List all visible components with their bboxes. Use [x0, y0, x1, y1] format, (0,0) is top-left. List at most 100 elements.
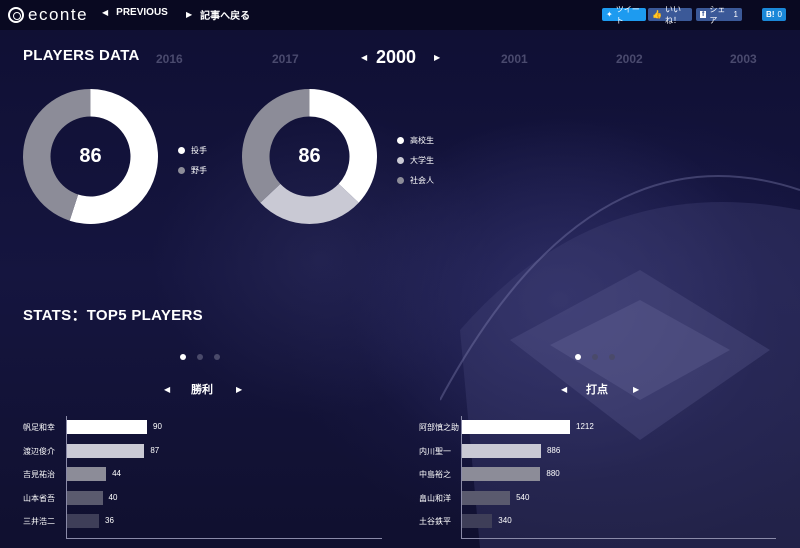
- bar-category-label: 土谷鉄平: [419, 517, 451, 526]
- carousel-dot[interactable]: [180, 354, 186, 360]
- tweet-label: ツイート: [615, 4, 640, 25]
- year-option[interactable]: 2002: [616, 52, 643, 66]
- bar: [462, 490, 511, 505]
- legend-dot: [397, 156, 404, 164]
- bar-value-label: 540: [516, 492, 530, 502]
- bar-value-label: 40: [108, 492, 118, 502]
- chevron-left-icon: ◀: [102, 8, 109, 17]
- bar-chart-y-axis: [66, 416, 67, 538]
- bar-category-label: 内川聖一: [419, 446, 451, 456]
- bar-chart-x-axis: [66, 537, 382, 539]
- next-stat-arrow-icon[interactable]: ▶: [236, 385, 243, 394]
- share-button[interactable]: f シェア 1: [696, 5, 742, 25]
- chevron-right-icon: ▶: [186, 10, 193, 19]
- previous-label: PREVIOUS: [116, 7, 168, 18]
- next-year-arrow-icon[interactable]: ▶: [434, 53, 441, 62]
- legend-label: 野手: [191, 165, 207, 175]
- share-count: 1: [733, 10, 738, 19]
- bar-value-label: 90: [153, 422, 162, 431]
- donut-slice: [23, 89, 91, 221]
- carousel-dot[interactable]: [575, 354, 581, 360]
- bar-value-label: 36: [105, 516, 114, 525]
- back-to-article-label: 記事へ戻る: [200, 11, 251, 22]
- back-to-article-link[interactable]: ▶ 記事へ戻る: [186, 7, 250, 22]
- hatena-bookmark-button[interactable]: B! 0: [762, 8, 786, 21]
- carousel-dots-right: [575, 354, 615, 360]
- bar: [462, 443, 541, 458]
- bar-category-label: 吉見祐治: [23, 470, 55, 479]
- legend-label: 高校生: [410, 135, 434, 145]
- legend-label: 社会人: [410, 175, 434, 185]
- donut-slice: [260, 183, 359, 224]
- bar: [462, 467, 541, 481]
- legend-item: 社会人: [397, 170, 434, 190]
- carousel-dot[interactable]: [214, 354, 220, 360]
- bar-value-label: 1212: [576, 422, 594, 431]
- logo-text: econte: [28, 5, 89, 24]
- donut-total-label: 86: [298, 145, 321, 167]
- bar: [67, 420, 147, 434]
- legend-dot: [178, 146, 185, 154]
- bar: [462, 514, 493, 528]
- year-option[interactable]: 2001: [501, 52, 528, 66]
- like-label: いいね！: [664, 4, 681, 25]
- bar: [67, 467, 107, 481]
- donut-legend: 投手野手: [178, 140, 207, 180]
- carousel-dot[interactable]: [592, 354, 598, 360]
- prev-stat-arrow-icon[interactable]: ◀: [561, 385, 568, 394]
- bar-value-label: 340: [498, 516, 512, 525]
- donut-slice: [242, 89, 310, 203]
- legend-label: 大学生: [410, 155, 434, 165]
- thumbs-up-icon: 👍: [652, 10, 662, 19]
- year-selector: 2016 2017 2001 2002 2003: [0, 52, 800, 66]
- top-bar: econte ◀ PREVIOUS ▶ 記事へ戻る ✦ ツイート 👍 いいね！ …: [0, 0, 800, 30]
- like-button[interactable]: 👍 いいね！: [648, 5, 692, 25]
- share-label: シェア: [709, 4, 726, 25]
- year-option[interactable]: 2017: [272, 52, 299, 66]
- hatena-icon: B!: [766, 10, 775, 19]
- bar: [67, 514, 99, 528]
- bar-category-label: 山本省吾: [23, 493, 55, 503]
- logo[interactable]: econte: [8, 5, 88, 25]
- carousel-dot[interactable]: [609, 354, 615, 360]
- wins-chart-title: 勝利: [191, 384, 213, 396]
- bar-category-label: 中島裕之: [419, 470, 451, 479]
- bar-value-label: 87: [150, 445, 160, 455]
- bar: [67, 443, 145, 458]
- prev-stat-arrow-icon[interactable]: ◀: [164, 385, 171, 394]
- legend-dot: [397, 176, 404, 184]
- background-donut-chart: 86: [242, 89, 377, 224]
- donut-slice: [309, 89, 377, 203]
- bar-value-label: 880: [546, 469, 560, 478]
- donut-slice: [69, 89, 158, 224]
- next-stat-arrow-icon[interactable]: ▶: [633, 385, 640, 394]
- legend-item: 投手: [178, 140, 207, 160]
- bar-category-label: 阿部慎之助: [419, 423, 459, 432]
- legend-item: 大学生: [397, 150, 434, 170]
- bar-category-label: 三井浩二: [23, 517, 55, 526]
- bar: [67, 490, 103, 505]
- legend-item: 高校生: [397, 130, 434, 150]
- twitter-icon: ✦: [606, 10, 613, 19]
- legend-item: 野手: [178, 160, 207, 180]
- logo-icon: [8, 7, 24, 23]
- bar: [462, 420, 570, 434]
- facebook-icon: f: [700, 11, 707, 18]
- pitcher-fielder-donut-chart: 86: [23, 89, 158, 224]
- previous-link[interactable]: ◀ PREVIOUS: [102, 7, 168, 18]
- current-year: 2000: [376, 47, 417, 67]
- stats-title: STATS：TOP5 PLAYERS: [23, 307, 203, 324]
- players-data-title: PLAYERS DATA: [23, 47, 140, 64]
- tweet-button[interactable]: ✦ ツイート: [602, 5, 646, 25]
- baseball-field-graphic: [439, 150, 800, 548]
- year-option[interactable]: 2016: [156, 52, 183, 66]
- bar-chart-x-axis: [461, 537, 776, 539]
- bar-category-label: 畠山和洋: [419, 493, 451, 503]
- carousel-dot[interactable]: [197, 354, 203, 360]
- year-option[interactable]: 2003: [730, 52, 757, 66]
- hatena-count: 0: [777, 10, 782, 19]
- bar-category-label: 帆足和幸: [23, 423, 55, 432]
- donut-legend: 高校生 大学生 社会人: [397, 130, 434, 190]
- prev-year-arrow-icon[interactable]: ◀: [361, 53, 368, 62]
- legend-dot: [178, 166, 185, 174]
